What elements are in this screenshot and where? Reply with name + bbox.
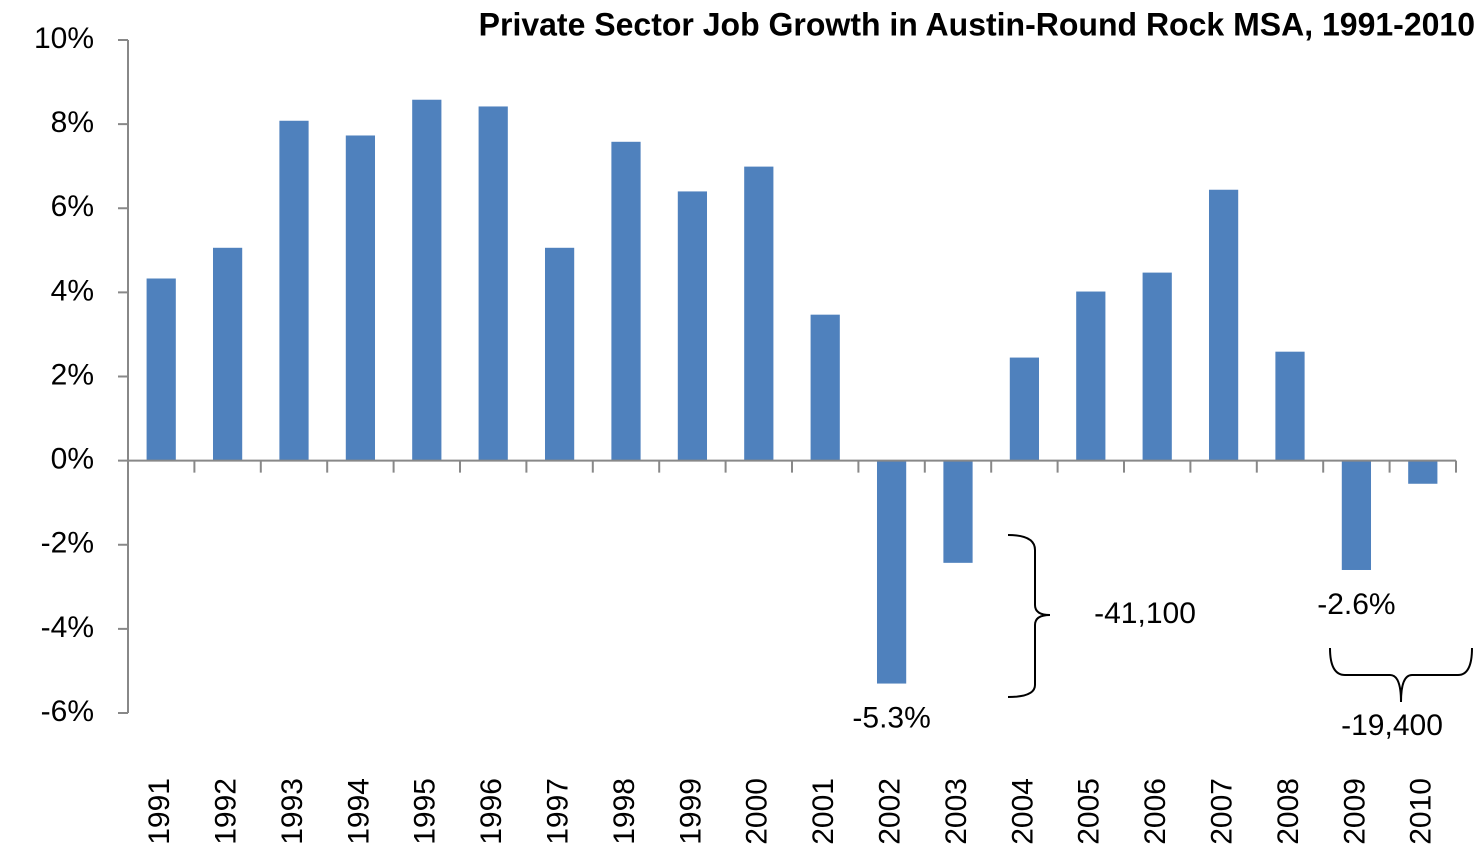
x-tick-label: 2001 <box>807 778 840 845</box>
bar <box>1341 460 1372 570</box>
bar <box>677 191 708 461</box>
x-tick-label: 2002 <box>874 778 907 845</box>
bracket <box>1007 534 1051 698</box>
bar <box>212 247 243 461</box>
bar <box>611 141 641 461</box>
x-tick-label: 1997 <box>542 778 575 845</box>
x-tick-label: 1996 <box>475 778 508 845</box>
y-tick-label: 8% <box>51 106 94 139</box>
y-tick-label: 4% <box>51 274 94 307</box>
y-tick-label: -2% <box>41 527 94 560</box>
x-tick-label: 2000 <box>741 778 774 845</box>
y-tick-label: 6% <box>51 190 94 223</box>
x-tick-label: 1991 <box>143 778 176 845</box>
x-tick-label: 2010 <box>1405 778 1438 845</box>
chart-title: Private Sector Job Growth in Austin-Roun… <box>479 6 1475 42</box>
bar <box>279 120 309 461</box>
x-tick-label: 2009 <box>1338 778 1371 845</box>
bar <box>412 99 442 461</box>
x-tick-label: 2007 <box>1206 778 1239 845</box>
bar <box>478 106 508 461</box>
bar <box>1275 351 1305 461</box>
bar <box>943 460 973 563</box>
bar <box>810 314 840 461</box>
x-tick-label: 2005 <box>1073 778 1106 845</box>
data-label: -2.6% <box>1317 588 1395 621</box>
y-tick-label: 2% <box>51 358 94 391</box>
bar <box>744 166 774 461</box>
x-tick-label: 2003 <box>940 778 973 845</box>
data-label: -5.3% <box>852 701 930 734</box>
bar <box>1208 189 1239 461</box>
annotation: -41,100 <box>1094 597 1196 630</box>
bar <box>1408 460 1438 484</box>
x-tick-label: 1992 <box>210 778 243 845</box>
x-tick-label: 1994 <box>342 778 375 845</box>
x-tick-label: 1998 <box>608 778 641 845</box>
bar <box>146 278 176 461</box>
y-tick-label: -6% <box>41 695 94 728</box>
bar <box>1009 357 1040 461</box>
bar <box>544 247 575 461</box>
y-tick-label: 0% <box>51 443 94 476</box>
x-tick-label: 1995 <box>409 778 442 845</box>
x-tick-label: 2004 <box>1006 778 1039 845</box>
bar <box>1142 272 1172 461</box>
y-tick-label: -4% <box>41 611 94 644</box>
x-tick-label: 1999 <box>674 778 707 845</box>
x-tick-label: 1993 <box>276 778 309 845</box>
bracket <box>1329 647 1473 703</box>
x-tick-label: 2006 <box>1139 778 1172 845</box>
bar <box>345 135 376 461</box>
x-tick-label: 2008 <box>1272 778 1305 845</box>
bar <box>1076 291 1106 461</box>
y-tick-label: 10% <box>34 22 94 55</box>
annotation: -19,400 <box>1341 709 1443 742</box>
bar <box>876 460 907 684</box>
